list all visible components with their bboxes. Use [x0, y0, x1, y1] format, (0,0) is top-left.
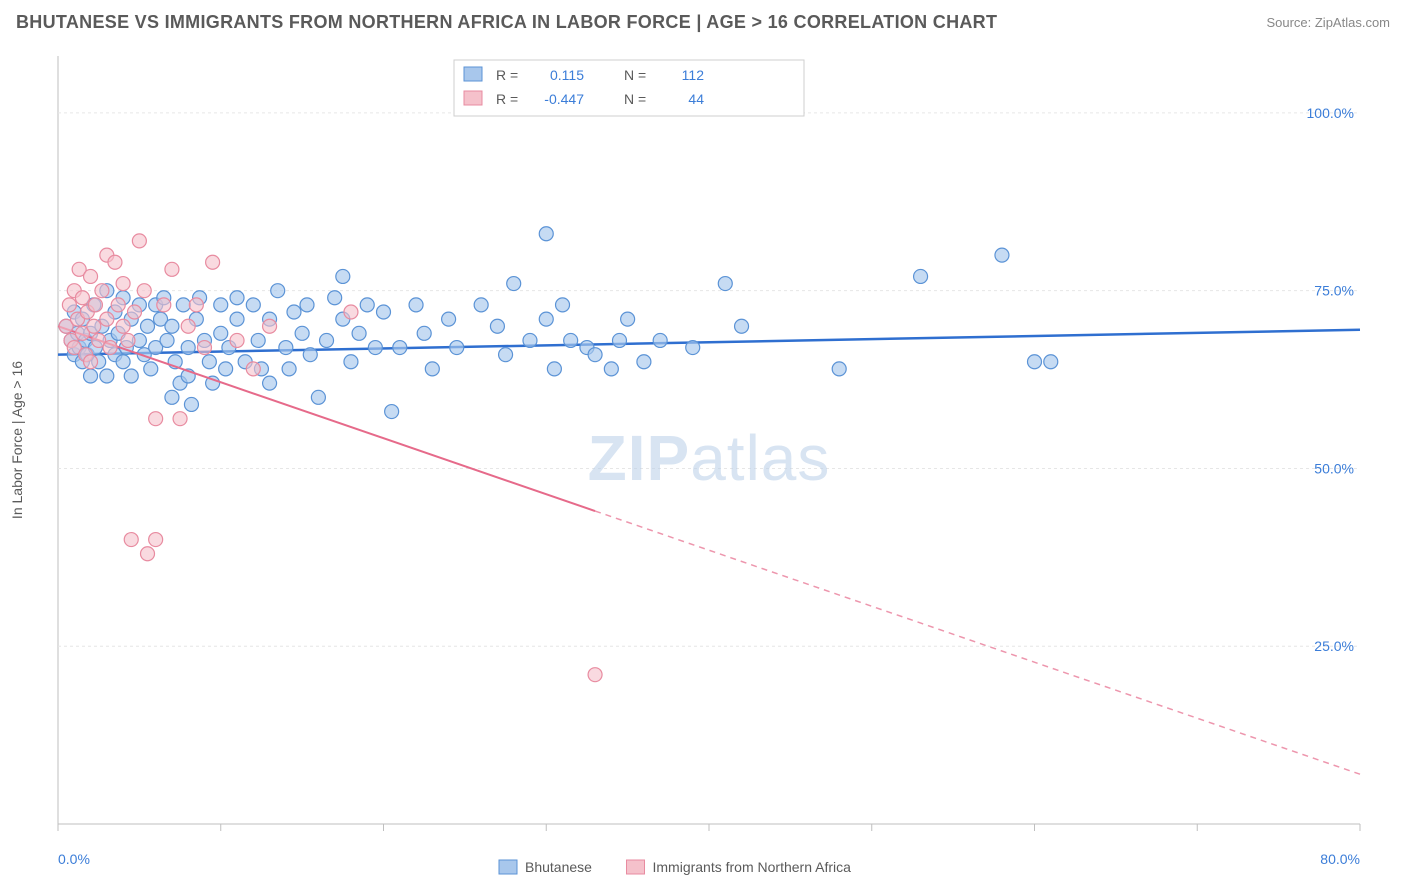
- x-tick-label-left: 0.0%: [58, 851, 90, 867]
- svg-text:N =: N =: [624, 91, 646, 107]
- legend-label-northern-africa: Immigrants from Northern Africa: [653, 859, 852, 875]
- x-tick-label-right: 80.0%: [1320, 851, 1360, 867]
- correlation-chart: 25.0% 50.0% 75.0% 100.0% 0.0% 80.0% In Labor F…: [0, 44, 1406, 892]
- y-tick-label: 50.0%: [1314, 460, 1354, 476]
- chart-container: 25.0% 50.0% 75.0% 100.0% 0.0% 80.0% In Labor F…: [0, 44, 1406, 892]
- legend-swatch: [627, 860, 645, 874]
- legend-swatch: [499, 860, 517, 874]
- svg-text:44: 44: [688, 91, 704, 107]
- chart-header: BHUTANESE VS IMMIGRANTS FROM NORTHERN AF…: [0, 0, 1406, 44]
- svg-text:R =: R =: [496, 67, 518, 83]
- svg-text:0.115: 0.115: [550, 67, 584, 83]
- svg-text:112: 112: [682, 67, 705, 83]
- chart-title: BHUTANESE VS IMMIGRANTS FROM NORTHERN AF…: [16, 12, 997, 33]
- series-bhutanese: [59, 227, 1058, 419]
- legend-label-bhutanese: Bhutanese: [525, 859, 592, 875]
- y-axis-title: In Labor Force | Age > 16: [9, 361, 25, 519]
- svg-text:-0.447: -0.447: [544, 91, 584, 107]
- chart-source: Source: ZipAtlas.com: [1266, 15, 1390, 30]
- y-tick-label: 75.0%: [1314, 283, 1354, 299]
- svg-text:R =: R =: [496, 91, 518, 107]
- y-tick-label: 25.0%: [1314, 638, 1354, 654]
- watermark: ZIPatlas: [588, 422, 831, 494]
- y-tick-label: 100.0%: [1307, 105, 1354, 121]
- svg-text:N =: N =: [624, 67, 646, 83]
